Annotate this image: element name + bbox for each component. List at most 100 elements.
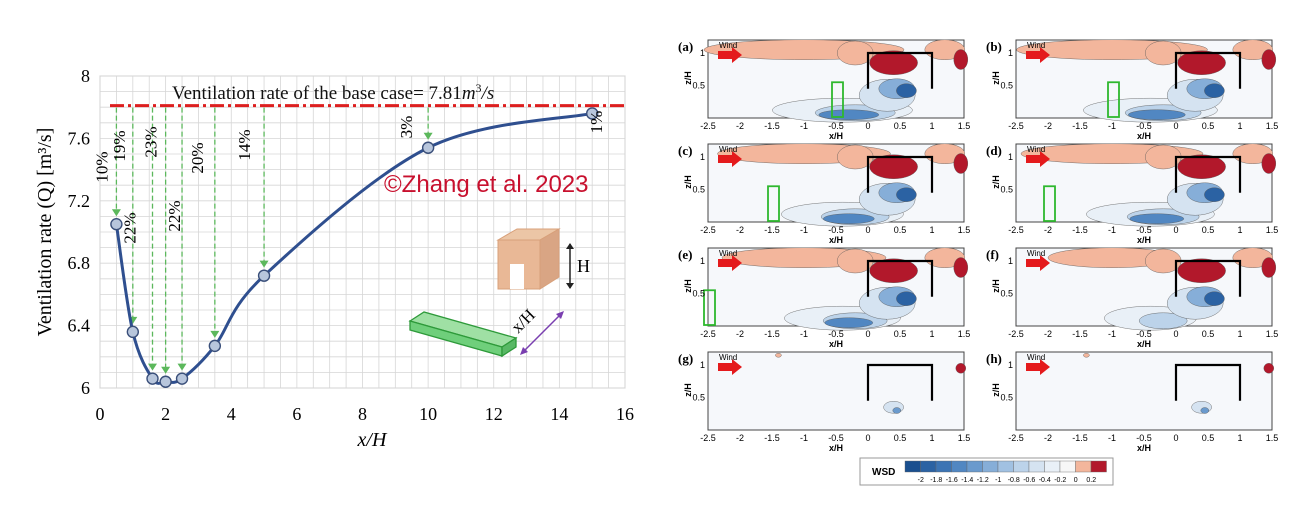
reduction-label: 19%: [110, 130, 129, 161]
y-tick-label: 1: [700, 48, 705, 58]
panel-label: (g): [678, 351, 693, 366]
colorbar-tick-label: -1.4: [961, 477, 973, 484]
y-axis-label: z/H: [991, 383, 1001, 397]
wind-label: Wind: [1027, 353, 1045, 362]
copyright-text: ©Zhang et al. 2023: [384, 171, 589, 198]
y-tick-label: 1: [700, 360, 705, 370]
y-tick-label: 1: [1008, 48, 1013, 58]
x-tick-label: -1.5: [1072, 433, 1088, 443]
field-region: [869, 258, 918, 283]
x-tick-label: 1.5: [1266, 121, 1279, 131]
obstacle: [831, 81, 844, 118]
colorbar-tick-label: -0.6: [1023, 477, 1035, 484]
guide-arrow: [111, 209, 121, 217]
x-tick-label: 0: [1173, 121, 1178, 131]
reduction-label: 1%: [587, 111, 606, 134]
x-tick-label: -1: [800, 329, 808, 339]
y-tick-label: 6.4: [68, 316, 91, 336]
data-point: [585, 107, 599, 120]
x-tick-label: -2.5: [1008, 433, 1024, 443]
colorbar-cell: [997, 460, 1014, 473]
x-tick-label: -2: [1044, 225, 1052, 235]
panel-frame: [1015, 351, 1273, 431]
x-tick-label: -2: [736, 121, 744, 131]
x-tick-label: -1: [1108, 329, 1116, 339]
x-tick-label: -0.5: [1136, 225, 1152, 235]
y-tick-label: 0.5: [692, 81, 705, 91]
colorbar-cell: [982, 460, 999, 473]
field-region: [1261, 257, 1277, 278]
x-tick-label: 1.5: [1266, 225, 1279, 235]
panel-c: Wind(c) 10.5z/H-2.5 -2 -1.5 -1 -0.5 0 0.5 1 1.5x/…: [678, 143, 970, 245]
obstacle: [1043, 185, 1056, 222]
x-tick-label: 6: [292, 404, 301, 424]
wind-label: Wind: [719, 249, 737, 258]
panel-frame: [707, 351, 965, 431]
reduction-label: 3%: [397, 116, 416, 139]
guide-arrow: [423, 132, 433, 140]
x-tick-label: 1: [1237, 225, 1242, 235]
series-points: [110, 107, 599, 388]
baseline-label: Ventilation rate of the base case= 7.81m…: [172, 81, 494, 104]
x-axis-label: x/H: [829, 235, 843, 245]
x-axis-label: x/H: [1137, 131, 1151, 141]
wind-arrow-icon: [718, 359, 742, 375]
x-tick-label: 1: [929, 121, 934, 131]
panel-label: (c): [678, 143, 692, 158]
wind-label: Wind: [1027, 145, 1045, 154]
x-tick-label: 0: [1173, 329, 1178, 339]
wind-label: Wind: [719, 41, 737, 50]
panel-b: Wind(b) 10.5z/H-2.5 -2 -1.5 -1 -0.5 0 0.5 1 1.5x/…: [986, 39, 1278, 141]
wind-arrow-icon: [1026, 255, 1050, 271]
x-tick-label: -0.5: [1136, 433, 1152, 443]
building-outline: [1174, 363, 1242, 401]
x-axis-label: x/H: [829, 131, 843, 141]
field-region: [953, 153, 968, 174]
x-tick-label: -2: [736, 433, 744, 443]
reduction-label: 22%: [121, 212, 140, 243]
colorbar-cell: [920, 460, 937, 473]
x-tick-label: 8: [358, 404, 367, 424]
building-schematic: H: [496, 228, 590, 290]
field-region: [1204, 291, 1225, 306]
colorbar-tick-label: -1.2: [977, 477, 989, 484]
colorbar-cell: [1090, 460, 1107, 473]
y-tick-label: 0.5: [692, 393, 705, 403]
y-tick-label: 1: [1008, 256, 1013, 266]
field-region: [1261, 49, 1277, 70]
field-region: [775, 353, 782, 358]
panel-e: Wind(e) 10.5z/H-2.5 -2 -1.5 -1 -0.5 0 0.5 1 1.5x/…: [678, 247, 970, 349]
x-tick-label: 0.5: [894, 433, 907, 443]
colorbar-tick-label: -2: [918, 477, 924, 484]
x-tick-label: 1: [1237, 329, 1242, 339]
building-outline: [866, 51, 934, 89]
x-tick-label: 1.5: [1266, 433, 1279, 443]
panel-d: Wind(d) 10.5z/H-2.5 -2 -1.5 -1 -0.5 0 0.5 1 1.5x/…: [986, 143, 1278, 245]
x-tick-label: 1: [1237, 433, 1242, 443]
obstacle: [1107, 81, 1120, 118]
colorbar-cell: [966, 460, 983, 473]
x-axis-label: x/H: [829, 339, 843, 349]
data-point: [126, 325, 140, 339]
colorbar-tick-label: -1.6: [946, 477, 958, 484]
colorbar-tick-label: -1.8: [930, 477, 942, 484]
y-tick-label: 7.2: [68, 191, 91, 211]
obstacle: [703, 289, 716, 326]
y-tick-label: 7.6: [68, 128, 91, 148]
reduction-label: 23%: [142, 126, 161, 157]
field-region: [824, 317, 873, 328]
y-tick-label: 1: [700, 152, 705, 162]
reduction-labels: 10%19% 22% 23% 22% 20% 14% 3% 1%: [92, 111, 606, 244]
x-tick-labels: 0 2 4 6 8 10 12 14 16: [96, 404, 635, 424]
field-region: [955, 363, 966, 374]
x-tick-label: 0.5: [894, 225, 907, 235]
wind-arrow-icon: [718, 255, 742, 271]
panel-label: (f): [986, 247, 999, 262]
x-tick-label: -1.5: [764, 433, 780, 443]
colorbar-cell: [904, 460, 921, 473]
wind-arrow-icon: [1026, 359, 1050, 375]
colorbar-tick-label: -1: [995, 477, 1001, 484]
colorbar-title: WSD: [872, 467, 895, 478]
x-tick-label: -1.5: [1072, 121, 1088, 131]
x-tick-label: 1.5: [1266, 329, 1279, 339]
